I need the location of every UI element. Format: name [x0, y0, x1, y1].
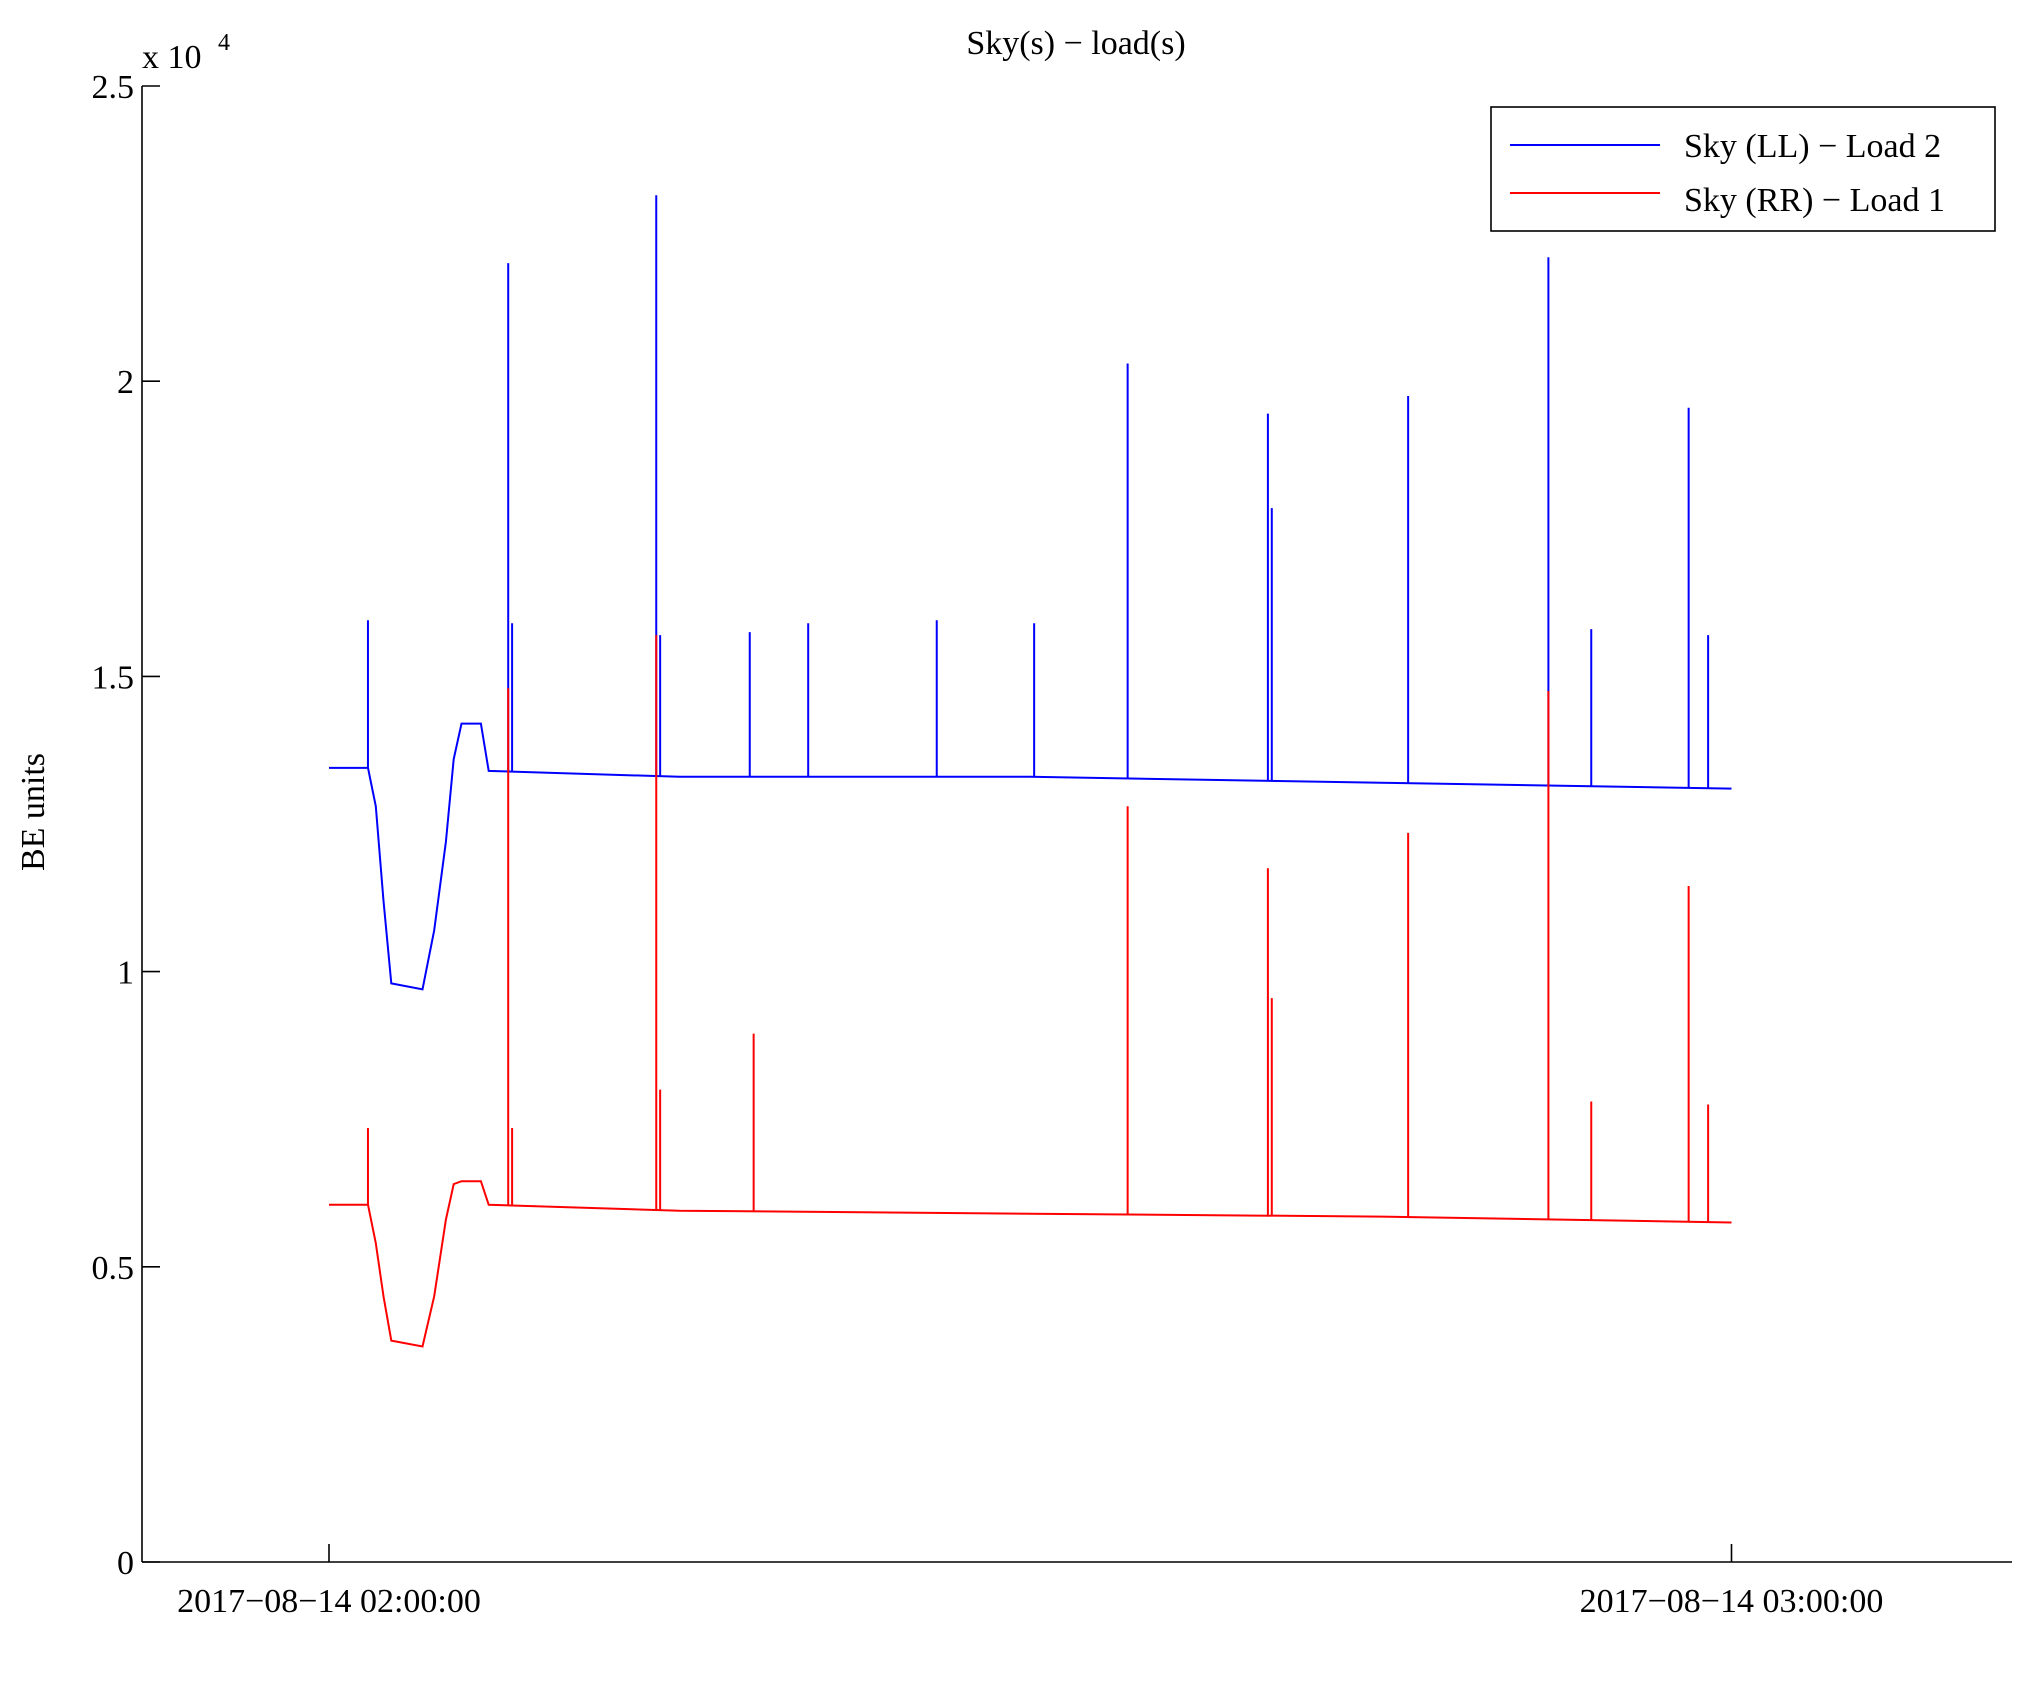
y-tick-label: 2	[117, 364, 134, 401]
axes	[141, 86, 2012, 1563]
legend-label-sky-rr: Sky (RR) − Load 1	[1684, 182, 1945, 219]
legend: Sky (LL) − Load 2 Sky (RR) − Load 1	[1490, 106, 1996, 232]
y-ticks: 0 0.5 1 1.5 2 2.5	[92, 69, 160, 1582]
y-tick-label: 2.5	[92, 69, 135, 106]
chart-title: Sky(s) − load(s)	[966, 25, 1185, 62]
legend-label-sky-ll: Sky (LL) − Load 2	[1684, 128, 1941, 165]
y-exponent-power: 4	[218, 30, 230, 56]
series-1	[329, 635, 1732, 1348]
y-tick-label: 1	[117, 955, 134, 992]
y-exponent: x 10 4	[142, 30, 230, 76]
x-tick-label: 2017−08−14 02:00:00	[177, 1583, 481, 1620]
y-tick-label: 0.5	[92, 1250, 135, 1287]
y-tick-label: 0	[117, 1545, 134, 1582]
series-line	[329, 722, 1732, 991]
series-line	[329, 1180, 1732, 1348]
x-ticks: 2017−08−14 02:00:00 2017−08−14 03:00:00	[177, 1544, 1883, 1620]
y-tick-label: 1.5	[92, 659, 135, 696]
legend-box	[1490, 106, 1996, 232]
series-group	[329, 195, 1732, 1348]
y-exponent-label: x 10	[142, 39, 202, 76]
x-tick-label: 2017−08−14 03:00:00	[1580, 1583, 1884, 1620]
y-axis-label: BE units	[15, 753, 52, 871]
